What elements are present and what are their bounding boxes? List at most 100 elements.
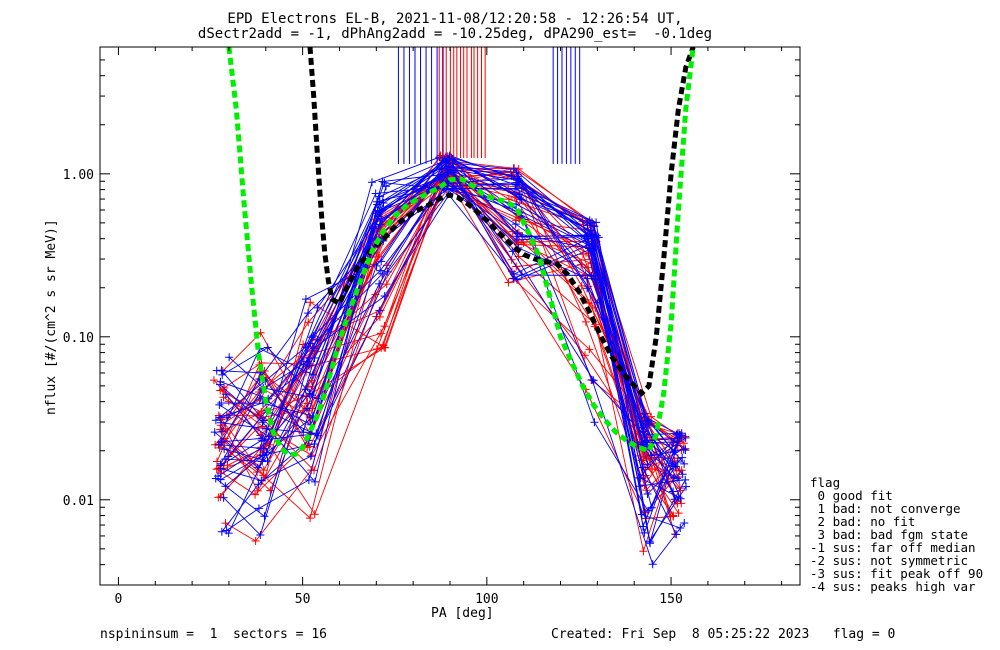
blue-data-point	[225, 353, 234, 362]
blue-data-point	[221, 390, 230, 399]
blue-data-point	[216, 459, 225, 468]
red-data-point	[581, 317, 590, 326]
blue-data-point	[301, 295, 310, 304]
blue-data-point	[375, 207, 384, 216]
legend-item-3: 3 bad: bad fgm state	[810, 527, 969, 542]
blue-data-point	[221, 455, 230, 464]
blue-data-point	[301, 343, 310, 352]
blue-data-point	[644, 417, 653, 426]
red-data-point	[675, 484, 684, 493]
blue-data-point	[517, 270, 526, 279]
blue-data-point	[435, 174, 444, 183]
legend-item-0: 0 good fit	[810, 488, 893, 503]
red-data-point	[215, 443, 224, 452]
red-data-point	[376, 329, 385, 338]
blue-data-point	[590, 418, 599, 427]
red-data-point	[375, 312, 384, 321]
blue-data-point	[308, 370, 317, 379]
blue-data-point	[380, 291, 389, 300]
red-data-point	[372, 345, 381, 354]
blue-data-point	[673, 457, 682, 466]
blue-data-point	[592, 218, 601, 227]
red-data-point	[504, 278, 513, 287]
blue-data-point	[219, 493, 228, 502]
blue-data-point	[512, 236, 521, 245]
blue-data-point	[671, 462, 680, 471]
blue-data-point	[304, 309, 313, 318]
red-data-point	[266, 486, 275, 495]
blue-data-point	[262, 424, 271, 433]
legend-item-5: -2 sus: not symmetric	[810, 553, 969, 568]
blue-data-point	[670, 495, 679, 504]
blue-data-point	[513, 180, 522, 189]
blue-data-point	[648, 560, 657, 569]
blue-data-point	[218, 370, 227, 379]
blue-data-point	[264, 432, 273, 441]
red-data-point	[381, 343, 390, 352]
red-data-point	[251, 490, 260, 499]
blue-data-point	[258, 457, 267, 466]
x-axis-label: PA [deg]	[431, 606, 494, 621]
red-data-point	[306, 298, 315, 307]
red-data-point	[310, 510, 319, 519]
blue-data-point	[379, 199, 388, 208]
blue-data-point	[638, 463, 647, 472]
blue-data-point	[217, 427, 226, 436]
blue-data-point	[378, 177, 387, 186]
blue-data-point	[587, 271, 596, 280]
chart-title-line2: dSectr2add = -1, dPhAng2add = -10.25deg,…	[197, 26, 713, 42]
blue-data-point	[672, 530, 681, 539]
y-tick-label: 0.10	[63, 331, 94, 346]
blue-data-point	[383, 267, 392, 276]
blue-data-point	[514, 174, 523, 183]
blue-data-point	[593, 298, 602, 307]
blue-data-point	[447, 166, 456, 175]
red-data-point	[579, 250, 588, 259]
red-data-point	[212, 457, 221, 466]
blue-data-point	[216, 418, 225, 427]
blue-data-point	[594, 233, 603, 242]
blue-data-point	[216, 380, 225, 389]
blue-data-point	[211, 416, 220, 425]
x-tick-label: 150	[659, 592, 682, 607]
blue-data-point	[672, 430, 681, 439]
blue-data-point	[585, 239, 594, 248]
blue-data-point	[682, 482, 691, 491]
blue-data-point	[217, 527, 226, 536]
blue-data-point	[310, 344, 319, 353]
blue-data-point	[680, 459, 689, 468]
red-data-point	[674, 509, 683, 518]
blue-data-point	[313, 303, 322, 312]
y-tick-label: 1.00	[63, 168, 94, 183]
x-tick-label: 50	[295, 592, 311, 607]
red-spin-trace	[219, 168, 686, 449]
blue-data-point	[376, 266, 385, 275]
blue-data-point	[680, 518, 689, 527]
blue-data-point	[224, 529, 233, 538]
legend-item-4: -1 sus: far off median	[810, 540, 976, 555]
green-fit-curve	[226, 47, 696, 457]
blue-data-point	[588, 375, 597, 384]
legend-item-1: 1 bad: not converge	[810, 501, 961, 516]
blue-data-point	[676, 494, 685, 503]
blue-data-point	[254, 480, 263, 489]
blue-data-point	[681, 475, 690, 484]
y-axis-label: nflux [#/(cm^2 s sr MeV)]	[44, 219, 59, 415]
red-data-point	[585, 345, 594, 354]
blue-data-point	[513, 229, 522, 238]
blue-data-point	[301, 385, 310, 394]
blue-data-point	[216, 475, 225, 484]
legend-item-6: -3 sus: fit peak off 90	[810, 566, 984, 581]
blue-data-point	[215, 400, 224, 409]
blue-data-point	[375, 279, 384, 288]
blue-data-point	[678, 470, 687, 479]
blue-data-point	[587, 232, 596, 241]
blue-data-point	[587, 219, 596, 228]
blue-data-point	[220, 445, 229, 454]
red-data-point	[577, 281, 586, 290]
red-spin-trace	[219, 171, 674, 516]
red-data-point	[639, 547, 648, 556]
x-tick-label: 100	[475, 592, 498, 607]
blue-data-point	[367, 178, 376, 187]
